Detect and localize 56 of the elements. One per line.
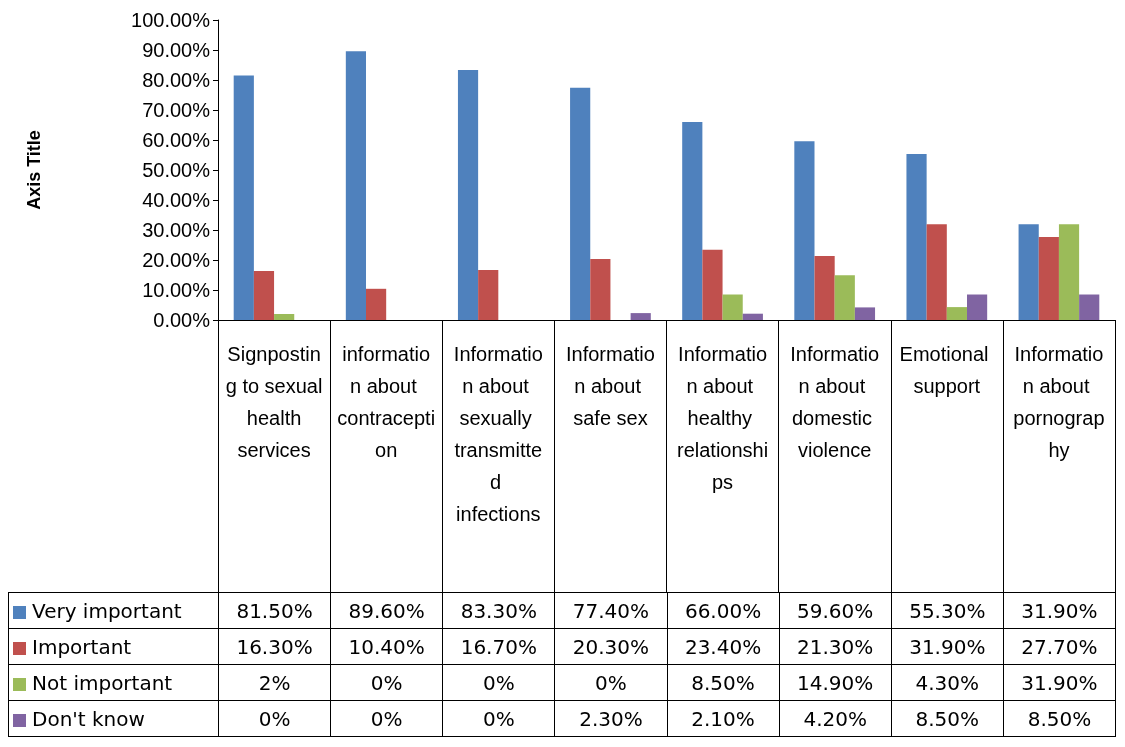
data-label: 81.50% — [218, 592, 331, 629]
x-tick-label: Information about sexually transmitted infections — [453, 343, 543, 525]
data-label: 8.50% — [1003, 700, 1116, 737]
x-tick-label: Information about pornography — [1013, 343, 1105, 461]
data-label: 16.70% — [442, 628, 555, 665]
data-label: 83.30% — [442, 592, 555, 629]
data-label: 31.90% — [1003, 592, 1116, 629]
x-tick-label: Emotional support — [899, 343, 995, 397]
y-tick-label: 90.00% — [142, 39, 211, 61]
legend-label: Very important — [8, 592, 219, 629]
data-label: 10.40% — [330, 628, 443, 665]
data-label: 21.30% — [779, 628, 892, 665]
x-tick-label: Signposting to sexual health services — [225, 343, 323, 461]
data-label: 89.60% — [330, 592, 443, 629]
data-label: 8.50% — [891, 700, 1004, 737]
data-label: 0% — [554, 664, 667, 701]
y-tick-label: 80.00% — [142, 69, 211, 91]
data-label: 31.90% — [1003, 664, 1116, 701]
y-tick-label: 20.00% — [142, 249, 211, 271]
data-label: 2.10% — [667, 700, 780, 737]
data-label: 77.40% — [554, 592, 667, 629]
data-label: 16.30% — [218, 628, 331, 665]
y-tick-label: 60.00% — [142, 129, 211, 151]
data-label: 2.30% — [554, 700, 667, 737]
x-tick-label: information about contraception — [337, 343, 436, 461]
y-axis-title: Axis Title — [24, 130, 44, 210]
legend-label: Not important — [8, 664, 219, 701]
y-tick-label: 30.00% — [142, 219, 211, 241]
data-label: 0% — [442, 700, 555, 737]
y-tick-label: 70.00% — [142, 99, 211, 121]
data-label: 23.40% — [667, 628, 780, 665]
x-tick-label: Information about domestic violence — [790, 343, 880, 461]
y-tick-label: 40.00% — [142, 189, 211, 211]
legend-label: Don't know — [8, 700, 219, 737]
data-label: 2% — [218, 664, 331, 701]
x-tick-label: Information about safe sex — [565, 343, 655, 429]
data-label: 55.30% — [891, 592, 1004, 629]
data-label: 0% — [330, 664, 443, 701]
y-tick-label: 50.00% — [142, 159, 211, 181]
data-label: 20.30% — [554, 628, 667, 665]
data-label: 59.60% — [779, 592, 892, 629]
x-tick-label: Information about healthy relationships — [676, 343, 769, 493]
legend-label: Important — [8, 628, 219, 665]
data-label: 66.00% — [667, 592, 780, 629]
y-tick-label: 10.00% — [142, 279, 211, 301]
data-label: 0% — [442, 664, 555, 701]
y-tick-label: 0.00% — [153, 309, 211, 331]
data-label: 4.30% — [891, 664, 1004, 701]
data-label: 14.90% — [779, 664, 892, 701]
data-label: 4.20% — [779, 700, 892, 737]
data-label: 0% — [218, 700, 331, 737]
data-label: 0% — [330, 700, 443, 737]
data-label: 8.50% — [667, 664, 780, 701]
data-label: 31.90% — [891, 628, 1004, 665]
y-tick-label: 100.00% — [131, 9, 211, 31]
data-label: 27.70% — [1003, 628, 1116, 665]
